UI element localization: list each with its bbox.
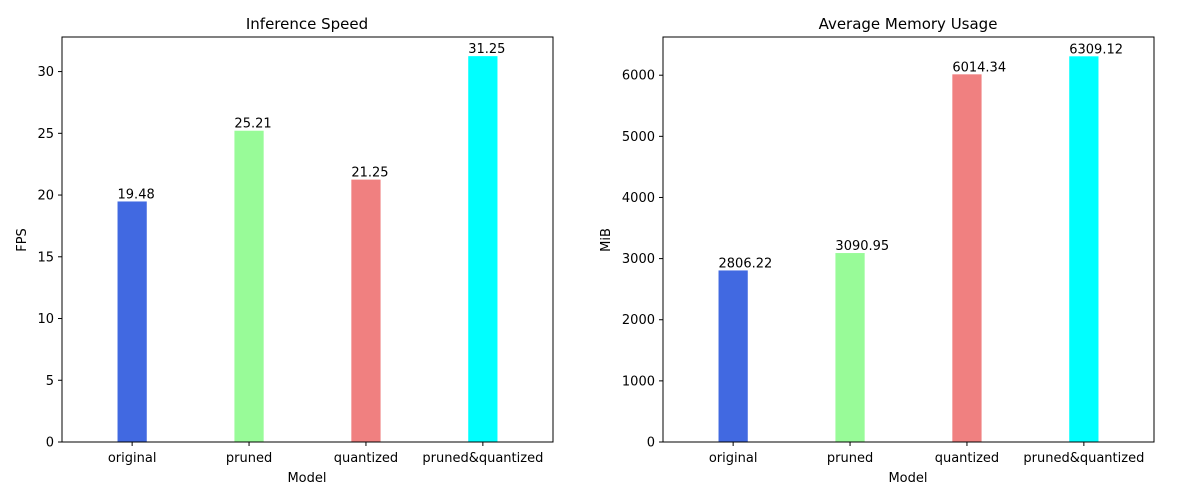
bar-original xyxy=(117,201,147,442)
x-tick-label: quantized xyxy=(935,451,999,466)
bar-original xyxy=(718,270,748,442)
data-labels: 2806.22 3090.95 6014.34 6309.12 xyxy=(719,42,1123,271)
bar-value-label: 25.21 xyxy=(234,117,271,132)
x-axis-ticks: original pruned quantized pruned&quantized xyxy=(709,442,1144,466)
x-tick-label: pruned&quantized xyxy=(1023,451,1144,466)
x-tick-label: original xyxy=(108,451,157,466)
bar-value-label: 3090.95 xyxy=(835,239,889,254)
bar-value-label: 31.25 xyxy=(468,42,505,57)
y-tick-label: 20 xyxy=(37,189,54,204)
y-tick-label: 2000 xyxy=(622,313,655,328)
bar-pruned xyxy=(835,253,865,442)
bar-value-label: 6014.34 xyxy=(952,60,1006,75)
bar-value-label: 6309.12 xyxy=(1069,42,1123,57)
x-tick-label: pruned xyxy=(226,451,272,466)
x-axis-label: Model xyxy=(287,471,326,486)
bar-pruned xyxy=(234,130,264,442)
y-tick-label: 6000 xyxy=(622,69,655,84)
chart-title: Inference Speed xyxy=(246,15,368,33)
x-tick-label: original xyxy=(709,451,758,466)
bar-pruned-quantized xyxy=(1069,56,1099,443)
y-axis-label: FPS xyxy=(15,228,30,252)
y-tick-label: 0 xyxy=(46,436,54,451)
y-tick-label: 25 xyxy=(37,127,54,142)
chart-title: Average Memory Usage xyxy=(819,15,998,33)
bar-pruned-quantized xyxy=(468,56,498,442)
x-tick-label: quantized xyxy=(334,451,398,466)
y-tick-label: 5000 xyxy=(622,130,655,145)
y-tick-label: 4000 xyxy=(622,191,655,206)
bar-value-label: 21.25 xyxy=(351,166,388,181)
y-tick-label: 1000 xyxy=(622,374,655,389)
y-axis-label: MiB xyxy=(599,228,614,252)
x-tick-label: pruned&quantized xyxy=(422,451,543,466)
bars xyxy=(718,56,1099,443)
y-tick-label: 3000 xyxy=(622,252,655,267)
bar-quantized xyxy=(351,179,381,443)
y-tick-label: 10 xyxy=(37,312,54,327)
plot-frame xyxy=(662,36,1155,443)
bar-quantized xyxy=(952,74,982,442)
y-axis-ticks: 0 5 10 15 20 25 30 xyxy=(37,65,62,451)
memory-usage-chart: Average Memory Usage Model MiB 2806.22 30… xyxy=(599,15,1155,486)
bars xyxy=(117,56,498,443)
x-axis-ticks: original pruned quantized pruned&quantized xyxy=(108,442,543,466)
y-axis-ticks: 0 1000 2000 3000 4000 5000 6000 xyxy=(622,69,663,451)
y-tick-label: 0 xyxy=(647,436,655,451)
bar-value-label: 19.48 xyxy=(118,187,155,202)
data-labels: 19.48 25.21 21.25 31.25 xyxy=(118,42,506,202)
y-tick-label: 5 xyxy=(46,374,54,389)
inference-speed-chart: Inference Speed Model FPS 19.48 25.21 21.2… xyxy=(15,15,554,486)
x-axis-label: Model xyxy=(888,471,927,486)
bar-value-label: 2806.22 xyxy=(719,256,773,271)
plot-frame xyxy=(61,36,554,443)
x-tick-label: pruned xyxy=(827,451,873,466)
y-tick-label: 15 xyxy=(37,250,54,265)
y-tick-label: 30 xyxy=(37,65,54,80)
